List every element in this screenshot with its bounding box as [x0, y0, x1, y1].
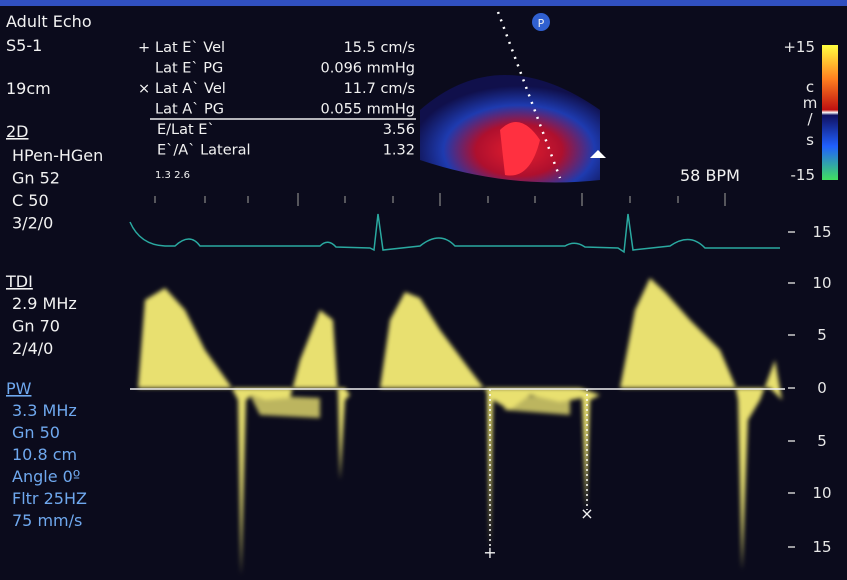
setting-line: 3/2/0	[12, 214, 53, 233]
section-label: PW	[6, 379, 32, 398]
echo-screen: P +15 -15 c m / s 58 BPM Adult Echo S5-1…	[0, 0, 847, 580]
background	[0, 0, 847, 580]
color-min: -15	[791, 166, 816, 184]
row-value: 1.32	[383, 143, 415, 159]
top-border	[0, 0, 847, 6]
setting-line: 10.8 cm	[12, 445, 77, 464]
color-max: +15	[783, 38, 815, 56]
scale-label: 5	[817, 326, 827, 344]
footnote: 1.3 2.6	[155, 170, 190, 181]
doppler-marker: +	[483, 543, 496, 562]
row-label: E/Lat E`	[157, 122, 215, 138]
sector-icon-label: P	[538, 17, 545, 30]
probe: S5-1	[6, 36, 42, 55]
row-marker: ×	[138, 81, 150, 97]
scale-label: 0	[817, 379, 827, 397]
scale-label: 5	[817, 432, 827, 450]
row-label: Lat A` PG	[155, 102, 224, 118]
setting-line: Gn 50	[12, 423, 60, 442]
depth: 19cm	[6, 79, 51, 98]
row-value: 0.055 mmHg	[321, 102, 415, 118]
setting-line: HPen-HGen	[12, 146, 103, 165]
setting-line: 2/4/0	[12, 339, 53, 358]
setting-line: 75 mm/s	[12, 511, 82, 530]
scale-label: 15	[812, 538, 831, 556]
row-value: 15.5 cm/s	[344, 40, 415, 56]
row-label: E`/A` Lateral	[157, 143, 251, 159]
setting-line: C 50	[12, 191, 49, 210]
section-label: 2D	[6, 122, 29, 141]
setting-line: 3.3 MHz	[12, 401, 77, 420]
color-unit: s	[806, 131, 814, 149]
row-label: Lat A` Vel	[155, 81, 226, 97]
row-value: 3.56	[383, 122, 415, 138]
row-marker: +	[138, 40, 150, 56]
setting-line: Gn 52	[12, 169, 60, 188]
doppler-marker: ×	[580, 504, 593, 523]
heart-rate: 58 BPM	[680, 166, 740, 185]
scale-label: 10	[812, 484, 831, 502]
title: Adult Echo	[6, 12, 92, 31]
row-label: Lat E` Vel	[155, 40, 225, 56]
scale-label: 10	[812, 274, 831, 292]
color-bar	[822, 45, 838, 180]
row-value: 11.7 cm/s	[344, 81, 415, 97]
section-label: TDI	[5, 272, 33, 291]
row-label: Lat E` PG	[155, 61, 223, 77]
setting-line: Angle 0º	[12, 467, 80, 486]
scale-label: 15	[812, 223, 831, 241]
setting-line: 2.9 MHz	[12, 294, 77, 313]
setting-line: Fltr 25HZ	[12, 489, 87, 508]
setting-line: Gn 70	[12, 317, 60, 336]
row-value: 0.096 mmHg	[321, 61, 415, 77]
